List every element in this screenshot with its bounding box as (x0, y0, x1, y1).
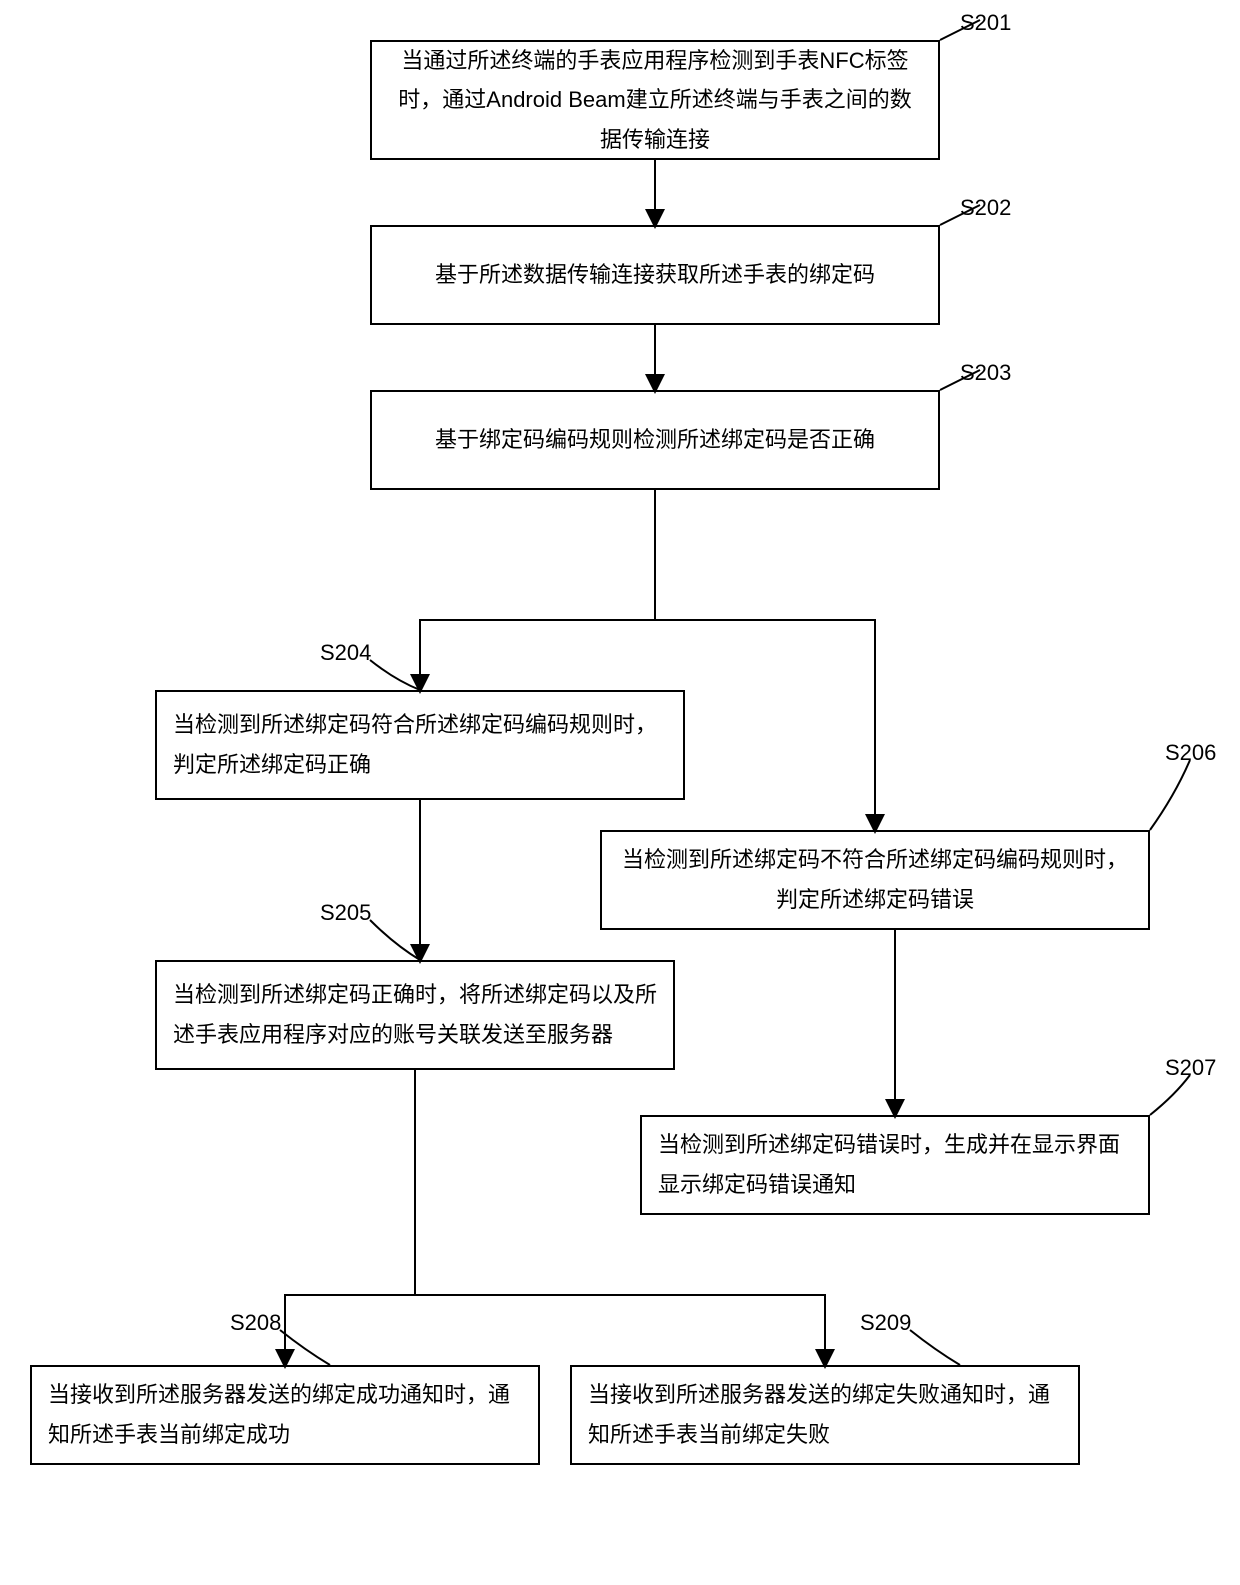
edge-s203-s206 (655, 490, 875, 830)
label-line-s202 (0, 0, 300, 150)
label-s202: S202 (960, 195, 1011, 221)
node-s202: 基于所述数据传输连接获取所述手表的绑定码 (370, 225, 940, 325)
node-s204-text: 当检测到所述绑定码符合所述绑定码编码规则时，判定所述绑定码正确 (173, 705, 667, 784)
edge-s205-s208 (285, 1070, 415, 1365)
label-line-s205 (0, 0, 300, 150)
label-line-s207 (0, 0, 300, 150)
node-s203-text: 基于绑定码编码规则检测所述绑定码是否正确 (388, 420, 922, 460)
node-s209: 当接收到所述服务器发送的绑定失败通知时，通知所述手表当前绑定失败 (570, 1365, 1080, 1465)
label-line-s209 (0, 0, 300, 150)
node-s206: 当检测到所述绑定码不符合所述绑定码编码规则时，判定所述绑定码错误 (600, 830, 1150, 930)
label-s206: S206 (1165, 740, 1216, 766)
label-s209: S209 (860, 1310, 911, 1336)
node-s201: 当通过所述终端的手表应用程序检测到手表NFC标签时，通过Android Beam… (370, 40, 940, 160)
label-s204: S204 (320, 640, 371, 666)
label-line-s206 (0, 0, 300, 150)
edge-s203-s204 (420, 490, 655, 690)
node-s208: 当接收到所述服务器发送的绑定成功通知时，通知所述手表当前绑定成功 (30, 1365, 540, 1465)
node-s207: 当检测到所述绑定码错误时，生成并在显示界面显示绑定码错误通知 (640, 1115, 1150, 1215)
node-s208-text: 当接收到所述服务器发送的绑定成功通知时，通知所述手表当前绑定成功 (48, 1375, 522, 1454)
node-s201-text: 当通过所述终端的手表应用程序检测到手表NFC标签时，通过Android Beam… (388, 41, 922, 160)
node-s207-text: 当检测到所述绑定码错误时，生成并在显示界面显示绑定码错误通知 (658, 1125, 1132, 1204)
node-s204: 当检测到所述绑定码符合所述绑定码编码规则时，判定所述绑定码正确 (155, 690, 685, 800)
label-s205: S205 (320, 900, 371, 926)
node-s206-text: 当检测到所述绑定码不符合所述绑定码编码规则时，判定所述绑定码错误 (618, 840, 1132, 919)
label-line-s208 (0, 0, 300, 150)
label-s203: S203 (960, 360, 1011, 386)
node-s202-text: 基于所述数据传输连接获取所述手表的绑定码 (388, 255, 922, 295)
label-line-s203 (0, 0, 300, 150)
label-s201: S201 (960, 10, 1011, 36)
node-s203: 基于绑定码编码规则检测所述绑定码是否正确 (370, 390, 940, 490)
label-line-s204 (0, 0, 300, 150)
node-s205-text: 当检测到所述绑定码正确时，将所述绑定码以及所述手表应用程序对应的账号关联发送至服… (173, 975, 657, 1054)
flowchart-container: 当通过所述终端的手表应用程序检测到手表NFC标签时，通过Android Beam… (0, 0, 1240, 1585)
label-line-s201 (0, 0, 300, 150)
label-s207: S207 (1165, 1055, 1216, 1081)
node-s205: 当检测到所述绑定码正确时，将所述绑定码以及所述手表应用程序对应的账号关联发送至服… (155, 960, 675, 1070)
node-s209-text: 当接收到所述服务器发送的绑定失败通知时，通知所述手表当前绑定失败 (588, 1375, 1062, 1454)
label-s208: S208 (230, 1310, 281, 1336)
